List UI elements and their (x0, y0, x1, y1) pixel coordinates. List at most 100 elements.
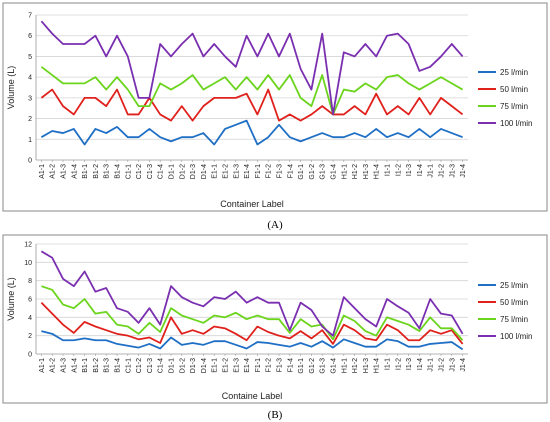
x-tick-label: F1-1 (255, 358, 262, 373)
x-tick-label: D1-3 (190, 358, 197, 373)
x-axis-label: Containe Label (222, 391, 283, 401)
y-tick-label: 5 (28, 54, 32, 61)
x-tick-label: A1-1 (39, 358, 46, 373)
x-tick-label: B1-3 (104, 164, 111, 179)
x-tick-label: B1-1 (82, 358, 89, 373)
panel-label-b: (B) (268, 409, 283, 421)
x-tick-label: J1-1 (428, 164, 435, 178)
legend-label: 75 l/min (500, 102, 528, 111)
x-tick-label: G1-2 (309, 358, 316, 374)
x-tick-label: C1-4 (158, 164, 165, 179)
x-tick-label: G1-4 (331, 358, 338, 374)
x-tick-label: B1-2 (93, 358, 100, 373)
chart-b: 0 2 4 6 8 10 12 A1-1 A1-2 A1-3 A1-4 B1-1 B1-2 B1-3 B1-… (6, 242, 532, 402)
x-tick-label: G1-3 (320, 358, 327, 374)
x-tick-label: J1-2 (439, 164, 446, 178)
x-tick-label: J1-2 (439, 358, 446, 372)
series-line-25-l-min (41, 330, 464, 351)
x-tick-label: G1-2 (309, 164, 316, 180)
x-tick-label: A1-2 (50, 358, 57, 373)
x-tick-label: H1-2 (352, 358, 359, 373)
x-tick-label: A1-1 (39, 164, 46, 179)
legend-label: 25 l/min (500, 281, 528, 290)
x-tick-label: F1-3 (277, 164, 284, 179)
y-tick-label: 6 (28, 33, 32, 40)
legend-label: 50 l/min (500, 298, 528, 307)
x-tick-label: J1-4 (460, 358, 467, 372)
x-tick-label: A1-3 (61, 358, 68, 373)
x-tick-label: D1-2 (179, 164, 186, 179)
x-tick-label: F1-2 (266, 358, 273, 373)
panel-label-a: (A) (267, 219, 283, 231)
y-tick-label: 2 (28, 333, 32, 340)
x-tick-label: I1-1 (385, 358, 392, 370)
x-tick-label: J1-1 (428, 358, 435, 372)
x-tick-label: E1-4 (244, 358, 251, 373)
legend-label: 25 l/min (500, 68, 528, 77)
x-tick-label: G1-3 (320, 164, 327, 180)
x-tick-label: H1-3 (363, 358, 370, 373)
x-tick-label: D1-4 (201, 164, 208, 179)
x-tick-label: I1-3 (406, 358, 413, 370)
x-tick-label: F1-1 (255, 164, 262, 179)
x-tick-label: I1-1 (385, 164, 392, 176)
x-tick-label: E1-1 (212, 358, 219, 373)
series-line-50-l-min (40, 88, 464, 122)
y-tick-label: 2 (28, 116, 32, 123)
x-tick-label: D1-1 (169, 164, 176, 179)
y-axis-label: Volume (L) (6, 66, 16, 110)
x-tick-label: I1-4 (417, 358, 424, 370)
x-tick-label: H1-1 (341, 164, 348, 179)
legend-label: 100 l/min (500, 332, 532, 341)
x-tick-label: I1-2 (395, 164, 402, 176)
legend-label: 50 l/min (500, 85, 528, 94)
series-line-25-l-min (40, 119, 463, 146)
y-tick-label: 0 (28, 158, 32, 165)
x-tick-label: C1-1 (125, 358, 132, 373)
y-tick-label: 12 (24, 242, 32, 249)
y-axis-label: Volume (L) (6, 277, 16, 321)
x-tick-label: H1-2 (352, 164, 359, 179)
y-tick-label: 4 (28, 315, 32, 322)
x-tick-label: J1-4 (460, 164, 467, 178)
x-tick-label: G1-1 (298, 358, 305, 374)
x-tick-label: E1-2 (223, 358, 230, 373)
x-tick-label: D1-3 (190, 164, 197, 179)
x-tick-label: B1-4 (115, 358, 122, 373)
y-tick-label: 8 (28, 278, 32, 285)
x-tick-label: E1-4 (244, 164, 251, 179)
x-tick-label: H1-1 (341, 358, 348, 373)
x-tick-label: E1-3 (233, 164, 240, 179)
x-tick-label: I1-2 (395, 358, 402, 370)
x-tick-label: H1-4 (374, 358, 381, 373)
x-tick-label: G1-1 (298, 164, 305, 180)
x-tick-label: J1-3 (449, 358, 456, 372)
x-tick-label: A1-2 (50, 164, 57, 179)
x-tick-label: E1-1 (212, 164, 219, 179)
series-line-50-l-min (40, 302, 464, 345)
x-tick-label: C1-1 (125, 164, 132, 179)
x-tick-label: C1-2 (136, 164, 143, 179)
x-tick-label: D1-2 (179, 358, 186, 373)
x-axis-label: Container Label (220, 199, 284, 209)
series-line-75-l-min (40, 66, 464, 116)
x-tick-label: C1-3 (147, 164, 154, 179)
x-tick-label: B1-4 (115, 164, 122, 179)
y-tick-label: 7 (28, 13, 32, 20)
x-tick-label: F1-4 (287, 358, 294, 373)
x-tick-label: B1-3 (104, 358, 111, 373)
x-tick-label: D1-4 (201, 358, 208, 373)
y-tick-label: 4 (28, 75, 32, 82)
series-line-100-l-min (40, 250, 464, 337)
x-tick-label: B1-1 (82, 164, 89, 179)
x-tick-label: H1-4 (374, 164, 381, 179)
x-tick-label: G1-4 (331, 164, 338, 180)
y-tick-label: 0 (28, 352, 32, 359)
y-tick-label: 3 (28, 95, 32, 102)
x-tick-label: C1-2 (136, 358, 143, 373)
y-tick-label: 1 (28, 137, 32, 144)
x-tick-label: I1-3 (406, 164, 413, 176)
x-tick-label: F1-2 (266, 164, 273, 179)
legend-label: 100 l/min (500, 119, 532, 128)
y-tick-label: 10 (24, 260, 32, 267)
